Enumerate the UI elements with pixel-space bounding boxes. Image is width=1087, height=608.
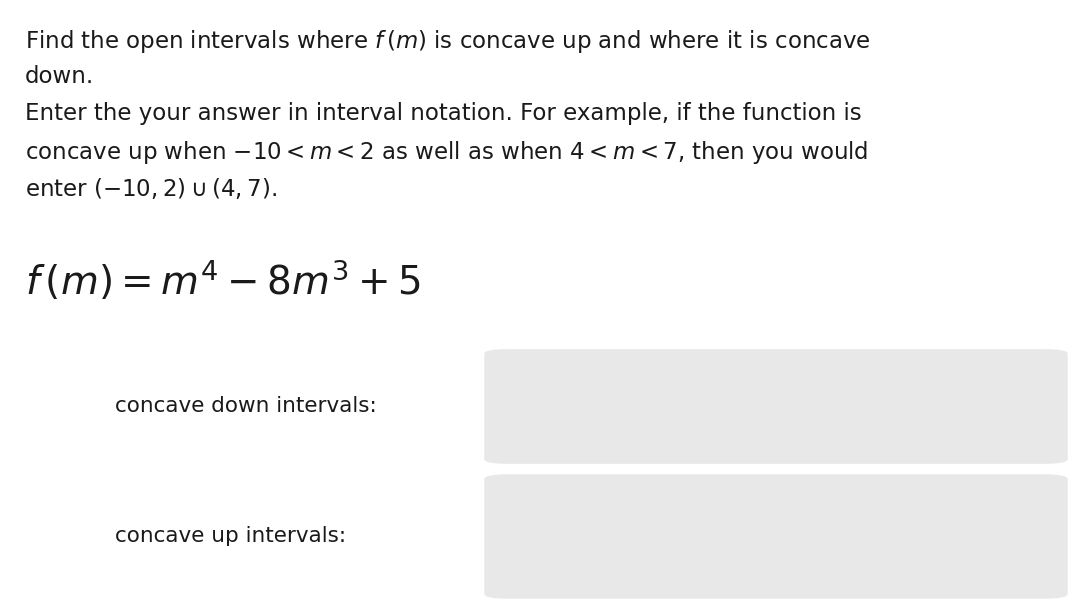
Text: down.: down.: [25, 65, 95, 88]
Text: Enter the your answer in interval notation. For example, if the function is: Enter the your answer in interval notati…: [25, 102, 862, 125]
FancyBboxPatch shape: [485, 349, 1067, 464]
Text: $f\,(m) = m^4 - 8m^3 + 5$: $f\,(m) = m^4 - 8m^3 + 5$: [25, 258, 421, 303]
Text: concave up intervals:: concave up intervals:: [115, 526, 346, 546]
FancyBboxPatch shape: [492, 477, 1059, 596]
Text: concave up when $-10 < m < 2$ as well as when $4 < m < 7$, then you would: concave up when $-10 < m < 2$ as well as…: [25, 139, 869, 166]
Text: concave down intervals:: concave down intervals:: [115, 396, 377, 416]
Text: enter $(-10, 2) \cup (4, 7)$.: enter $(-10, 2) \cup (4, 7)$.: [25, 176, 277, 201]
FancyBboxPatch shape: [492, 351, 1059, 461]
FancyBboxPatch shape: [485, 474, 1067, 599]
Text: Find the open intervals where $f\,(m)$ is concave up and where it is concave: Find the open intervals where $f\,(m)$ i…: [25, 28, 871, 55]
